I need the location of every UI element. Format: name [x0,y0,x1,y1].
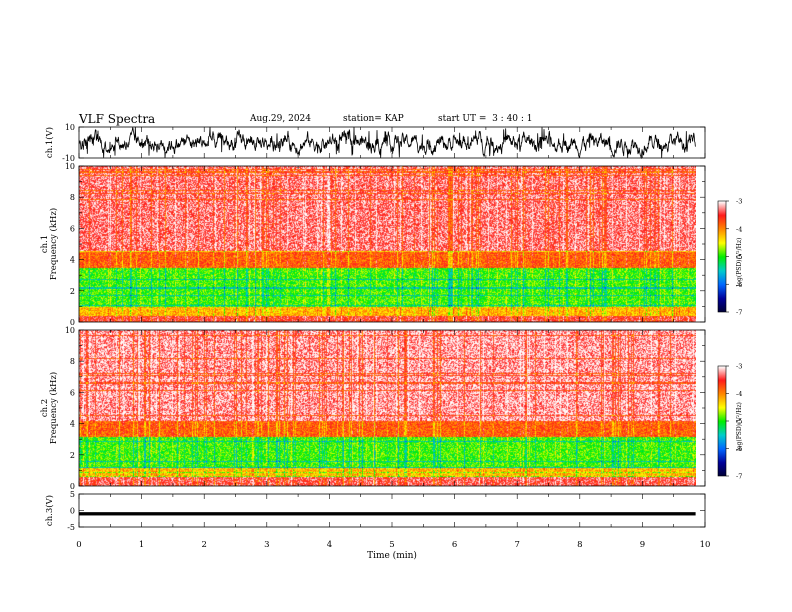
colorbar-tick-label: -6 [736,281,742,289]
colorbar-tick-label: -7 [736,473,742,481]
labels-layer: -3 -4 -5 -6 -7 log(PSD)(V²/Hz) -3 -4 -5 -6 -7 log(P… [40,123,743,561]
ch3-waveform-band [79,512,696,516]
y-tick-label: 0 [70,507,75,516]
x-tick-label: 1 [139,540,144,550]
y-axis-label-ch2-spectrogram: ch.2 [40,399,50,417]
y-tick-label: 6 [70,224,75,233]
y-axis-label-ch1-spectrogram: Frequency (kHz) [48,208,59,280]
y-tick-label: 8 [70,357,75,366]
y-tick-label: 0 [70,318,75,327]
colorbar-gradient [718,366,726,476]
x-tick-label: 3 [264,540,269,550]
figure-title: VLF Spectra [79,112,156,126]
spectrogram-image-ch2 [79,330,696,486]
x-tick-label: 4 [327,540,332,550]
y-axis-label-ch1-waveform: ch.1(V) [44,127,55,158]
y-tick-label: 4 [70,256,75,265]
axes-layer [78,126,729,528]
x-axis-label: Time (min) [367,550,417,561]
x-tick-label: 9 [640,540,645,550]
colorbar-tick-label: -7 [736,309,742,317]
waveform-layer [78,126,696,516]
x-tick-label: 5 [389,540,394,550]
x-tick-label: 6 [452,540,457,550]
y-axis-label-ch1-spectrogram: ch.1 [40,235,50,253]
y-axis-label-ch2-spectrogram: Frequency (kHz) [48,372,59,444]
colorbar-label: log(PSD)(V²/Hz) [736,238,743,287]
x-tick-label: 0 [76,540,81,550]
y-tick-label: -5 [67,523,75,532]
x-tick-label: 8 [577,540,582,550]
y-tick-label: 0 [70,482,75,491]
start-time-label: start UT = 3 : 40 : 1 [438,114,533,124]
y-tick-label: 5 [70,490,75,499]
y-tick-label: 10 [65,326,75,335]
y-axis-label-ch3-waveform: ch.3(V) [44,495,55,526]
station-label: station= KAP [343,114,404,124]
y-tick-label: 6 [70,388,75,397]
y-tick-label: 2 [70,287,75,296]
ch1-waveform-line [78,126,696,160]
spectrogram-layer [79,166,726,486]
colorbar-label: log(PSD)(V²/Hz) [736,402,743,451]
colorbar-tick-label: -5 [736,418,742,426]
colorbar-gradient [718,201,726,312]
colorbar-tick-label: -3 [736,198,742,206]
spectrogram-image-ch1 [79,166,696,322]
colorbar-tick-label: -3 [736,363,742,371]
x-tick-label: 10 [700,540,711,550]
y-tick-label: 8 [70,193,75,202]
date-label: Aug.29, 2024 [250,114,311,124]
x-tick-label: 2 [201,540,206,550]
colorbar-tick-label: -5 [736,253,742,261]
colorbar-tick-label: -4 [736,390,742,398]
y-tick-label: 2 [70,451,75,460]
x-tick-label: 7 [514,540,519,550]
colorbar-tick-label: -6 [736,445,742,453]
y-tick-label: -10 [62,154,75,163]
y-tick-label: 4 [70,420,75,429]
y-tick-label: 10 [65,162,75,171]
y-tick-label: 10 [65,123,75,132]
colorbar-tick-label: -4 [736,225,742,233]
